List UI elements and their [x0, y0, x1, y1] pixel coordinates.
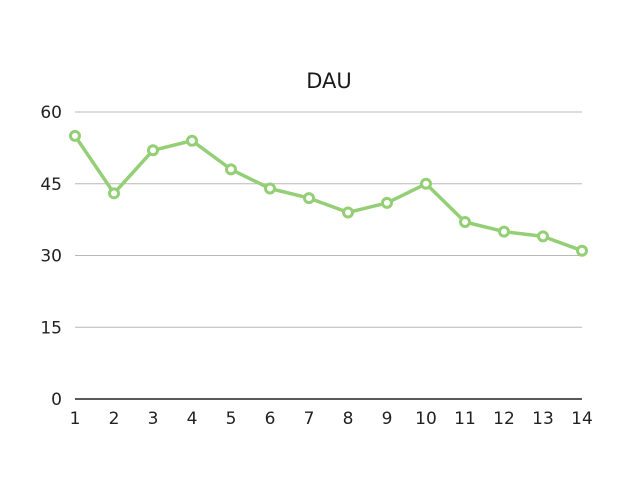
y-tick-label: 15	[40, 318, 62, 338]
series-group	[69, 129, 588, 257]
x-tick-label: 2	[109, 409, 120, 429]
y-tick-label: 60	[40, 103, 62, 123]
data-point	[459, 216, 471, 229]
x-tick-label: 14	[571, 409, 593, 429]
y-tick-label: 45	[40, 175, 62, 195]
data-point	[264, 182, 276, 195]
data-point	[147, 144, 159, 157]
x-tick-label: 6	[265, 409, 276, 429]
x-tick-label: 5	[226, 409, 237, 429]
data-point	[225, 163, 237, 176]
y-tick-label: 30	[40, 247, 62, 267]
x-tick-label: 11	[454, 409, 476, 429]
data-point	[108, 187, 120, 200]
data-point	[381, 196, 393, 209]
data-point	[69, 129, 81, 142]
gridlines	[75, 111, 582, 328]
x-tick-label: 9	[382, 409, 393, 429]
x-tick-label: 10	[415, 409, 437, 429]
y-axis-ticks: 0 15 30 45 60	[40, 103, 62, 410]
x-tick-label: 13	[532, 409, 554, 429]
data-point	[186, 134, 198, 147]
data-point	[576, 244, 588, 257]
x-tick-label: 8	[343, 409, 354, 429]
data-point	[420, 177, 432, 190]
x-tick-label: 4	[187, 409, 198, 429]
x-tick-label: 1	[70, 409, 81, 429]
data-point	[537, 230, 549, 243]
x-axis-ticks: 1 2 3 4 5 6 7 8 9 10 11 12 13 14	[70, 409, 593, 429]
x-tick-label: 12	[493, 409, 515, 429]
x-tick-label: 3	[148, 409, 159, 429]
chart-title: DAU	[306, 69, 352, 93]
data-point	[342, 206, 354, 219]
series-line-0	[73, 134, 584, 253]
y-tick-label: 0	[51, 390, 62, 410]
data-point	[498, 225, 510, 238]
data-point	[303, 192, 315, 205]
x-tick-label: 7	[304, 409, 315, 429]
